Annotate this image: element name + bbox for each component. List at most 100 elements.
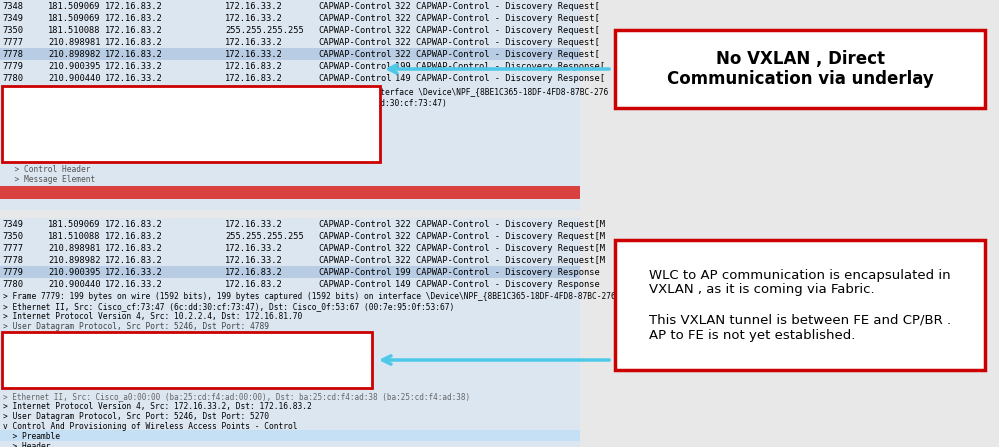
Text: 172.16.33.2: 172.16.33.2 <box>105 268 163 277</box>
Text: > Flags: 0x8800, GBP Extension, VXLAN Network ID (VNI): > Flags: 0x8800, GBP Extension, VXLAN Ne… <box>5 344 271 353</box>
Text: 172.16.83.2: 172.16.83.2 <box>105 220 163 229</box>
Text: 172.16.83.2: 172.16.83.2 <box>225 62 283 71</box>
Text: CAPWAP-Control: CAPWAP-Control <box>318 74 392 83</box>
Text: CAPWAP-Control: CAPWAP-Control <box>318 244 392 253</box>
Text: 255.255.255.255: 255.255.255.255 <box>225 26 304 35</box>
Text: 7349: 7349 <box>2 14 23 23</box>
Text: 199 CAPWAP-Control - Discovery Response[: 199 CAPWAP-Control - Discovery Response[ <box>395 62 605 71</box>
Text: 172.16.33.2: 172.16.33.2 <box>225 14 283 23</box>
Text: 322 CAPWAP-Control - Discovery Request[: 322 CAPWAP-Control - Discovery Request[ <box>395 38 599 47</box>
Text: 322 CAPWAP-Control - Discovery Request[M: 322 CAPWAP-Control - Discovery Request[M <box>395 244 605 253</box>
Text: 7779: 7779 <box>2 62 23 71</box>
Text: 172.16.83.2: 172.16.83.2 <box>105 38 163 47</box>
Text: CAPWAP-Control: CAPWAP-Control <box>318 220 392 229</box>
Text: CAPWAP-Control: CAPWAP-Control <box>318 50 392 59</box>
Text: 172.16.33.2: 172.16.33.2 <box>225 38 283 47</box>
Text: 210.898981: 210.898981 <box>48 244 101 253</box>
Text: 172.16.33.2: 172.16.33.2 <box>225 244 283 253</box>
FancyBboxPatch shape <box>2 86 380 162</box>
Text: > Preamble: > Preamble <box>5 138 62 147</box>
Text: v Control And Provisioning of Wireless Access Points - Control: v Control And Provisioning of Wireless A… <box>3 422 298 431</box>
Text: 181.509069: 181.509069 <box>48 14 101 23</box>
Text: 210.898981: 210.898981 <box>48 38 101 47</box>
Text: 322 CAPWAP-Control - Discovery Request[M: 322 CAPWAP-Control - Discovery Request[M <box>395 220 605 229</box>
Text: 172.16.83.2: 172.16.83.2 <box>225 268 283 277</box>
Text: CAPWAP-Control: CAPWAP-Control <box>318 14 392 23</box>
Text: CAPWAP-Control: CAPWAP-Control <box>318 256 392 265</box>
Text: No VXLAN , Direct
Communication via underlay: No VXLAN , Direct Communication via unde… <box>666 50 933 89</box>
Text: Reserved: 0: Reserved: 0 <box>5 374 67 383</box>
Text: 172.16.83.2: 172.16.83.2 <box>105 26 163 35</box>
Text: [Malformed Packet: CAPWAP-CONTROL]: [Malformed Packet: CAPWAP-CONTROL] <box>3 190 186 199</box>
Text: 210.898982: 210.898982 <box>48 50 101 59</box>
FancyBboxPatch shape <box>0 186 580 199</box>
Text: 322 CAPWAP-Control - Discovery Request[M: 322 CAPWAP-Control - Discovery Request[M <box>395 256 605 265</box>
FancyBboxPatch shape <box>2 332 372 388</box>
Text: > Internet Protocol Version 4, Src: 172.16.33.2, Dst: 172.16.83.2: > Internet Protocol Version 4, Src: 172.… <box>3 402 312 411</box>
Text: 149 CAPWAP-Control - Discovery Response: 149 CAPWAP-Control - Discovery Response <box>395 280 599 289</box>
Text: CAPWAP-Control: CAPWAP-Control <box>318 268 392 277</box>
Text: 149 CAPWAP-Control - Discovery Response[: 149 CAPWAP-Control - Discovery Response[ <box>395 74 605 83</box>
Text: > Preamble: > Preamble <box>3 432 60 441</box>
Text: User Datagram Protocol, Src Port: 5270, Dst Port: 5246: User Datagram Protocol, Src Port: 5270, … <box>5 118 262 127</box>
Text: 7349: 7349 <box>2 220 23 229</box>
Text: 199 CAPWAP-Control - Discovery Response: 199 CAPWAP-Control - Discovery Response <box>395 268 599 277</box>
Text: CAPWAP-Control: CAPWAP-Control <box>318 62 392 71</box>
FancyBboxPatch shape <box>0 48 580 60</box>
FancyBboxPatch shape <box>0 0 580 210</box>
FancyBboxPatch shape <box>0 218 580 447</box>
Text: Frame 7778: 322 bytes on wire (2576 bits), 322 bytes captured (2576 bits) on int: Frame 7778: 322 bytes on wire (2576 bits… <box>5 88 608 97</box>
FancyBboxPatch shape <box>615 30 985 108</box>
Text: CAPWAP-Control: CAPWAP-Control <box>318 280 392 289</box>
Text: 172.16.33.2: 172.16.33.2 <box>225 50 283 59</box>
Text: VXLAN Network Identifier (VNI): 4097: VXLAN Network Identifier (VNI): 4097 <box>5 364 186 373</box>
Text: > User Datagram Protocol, Src Port: 5246, Dst Port: 4789: > User Datagram Protocol, Src Port: 5246… <box>3 322 269 331</box>
Text: > Message Element: > Message Element <box>5 175 95 184</box>
Text: 172.16.33.2: 172.16.33.2 <box>105 62 163 71</box>
Text: 322 CAPWAP-Control - Discovery Request[: 322 CAPWAP-Control - Discovery Request[ <box>395 14 599 23</box>
Text: CAPWAP-Control: CAPWAP-Control <box>318 2 392 11</box>
Text: 322 CAPWAP-Control - Discovery Request[: 322 CAPWAP-Control - Discovery Request[ <box>395 2 599 11</box>
Text: > Internet Protocol Version 4, Src: 10.2.2.4, Dst: 172.16.81.70: > Internet Protocol Version 4, Src: 10.2… <box>3 312 303 321</box>
Text: 7777: 7777 <box>2 38 23 47</box>
Text: 181.509069: 181.509069 <box>48 2 101 11</box>
Text: 181.510088: 181.510088 <box>48 232 101 241</box>
Text: 172.16.83.2: 172.16.83.2 <box>105 14 163 23</box>
Text: 172.16.83.2: 172.16.83.2 <box>105 50 163 59</box>
Text: 210.900395: 210.900395 <box>48 268 101 277</box>
Text: 181.509069: 181.509069 <box>48 220 101 229</box>
FancyBboxPatch shape <box>0 430 580 441</box>
Text: 172.16.83.2: 172.16.83.2 <box>225 280 283 289</box>
Text: 172.16.83.2: 172.16.83.2 <box>105 2 163 11</box>
Text: > Ethernet II, Src: Cisco_cf:73:47 (6c:dd:30:cf:73:47), Dst: Cisco_0f:53:67 (00:: > Ethernet II, Src: Cisco_cf:73:47 (6c:d… <box>3 302 455 311</box>
FancyBboxPatch shape <box>0 266 580 278</box>
Text: 7778: 7778 <box>2 50 23 59</box>
Text: CAPWAP-Control: CAPWAP-Control <box>318 26 392 35</box>
Text: > Header: > Header <box>3 442 51 447</box>
Text: 172.16.83.2: 172.16.83.2 <box>105 232 163 241</box>
Text: 7778: 7778 <box>2 256 23 265</box>
Text: 322 CAPWAP-Control - Discovery Request[: 322 CAPWAP-Control - Discovery Request[ <box>395 26 599 35</box>
Text: 210.900395: 210.900395 <box>48 62 101 71</box>
Text: 172.16.33.2: 172.16.33.2 <box>225 2 283 11</box>
Text: 172.16.33.2: 172.16.33.2 <box>225 256 283 265</box>
Text: 7350: 7350 <box>2 232 23 241</box>
Text: 210.900440: 210.900440 <box>48 74 101 83</box>
Text: 172.16.83.2: 172.16.83.2 <box>105 256 163 265</box>
Text: 7348: 7348 <box>2 2 23 11</box>
Text: 7780: 7780 <box>2 280 23 289</box>
Text: 210.898982: 210.898982 <box>48 256 101 265</box>
Text: 181.510088: 181.510088 <box>48 26 101 35</box>
Text: Internet Protocol Version 4, Src: 172.16.83.2, Dst: 172.16.33.2: Internet Protocol Version 4, Src: 172.16… <box>5 108 305 117</box>
Text: CAPWAP-Control: CAPWAP-Control <box>318 232 392 241</box>
Text: Ethernet II, Src: Cisco_9f:53:67 (00:00:0c:9f:53:67), Dst: Cisco_cf:73:47 (6c:dd: Ethernet II, Src: Cisco_9f:53:67 (00:00:… <box>5 98 447 107</box>
Text: > Header: > Header <box>5 148 53 157</box>
Text: 322 CAPWAP-Control - Discovery Request[: 322 CAPWAP-Control - Discovery Request[ <box>395 50 599 59</box>
Text: Control And Provisioning of Wireless Access Points - Control: Control And Provisioning of Wireless Acc… <box>5 128 290 137</box>
Text: 172.16.33.2: 172.16.33.2 <box>105 280 163 289</box>
Text: 255.255.255.255: 255.255.255.255 <box>225 232 304 241</box>
Text: CAPWAP-Control: CAPWAP-Control <box>318 38 392 47</box>
Text: 210.900440: 210.900440 <box>48 280 101 289</box>
Text: 322 CAPWAP-Control - Discovery Request[M: 322 CAPWAP-Control - Discovery Request[M <box>395 232 605 241</box>
Text: 172.16.83.2: 172.16.83.2 <box>105 244 163 253</box>
